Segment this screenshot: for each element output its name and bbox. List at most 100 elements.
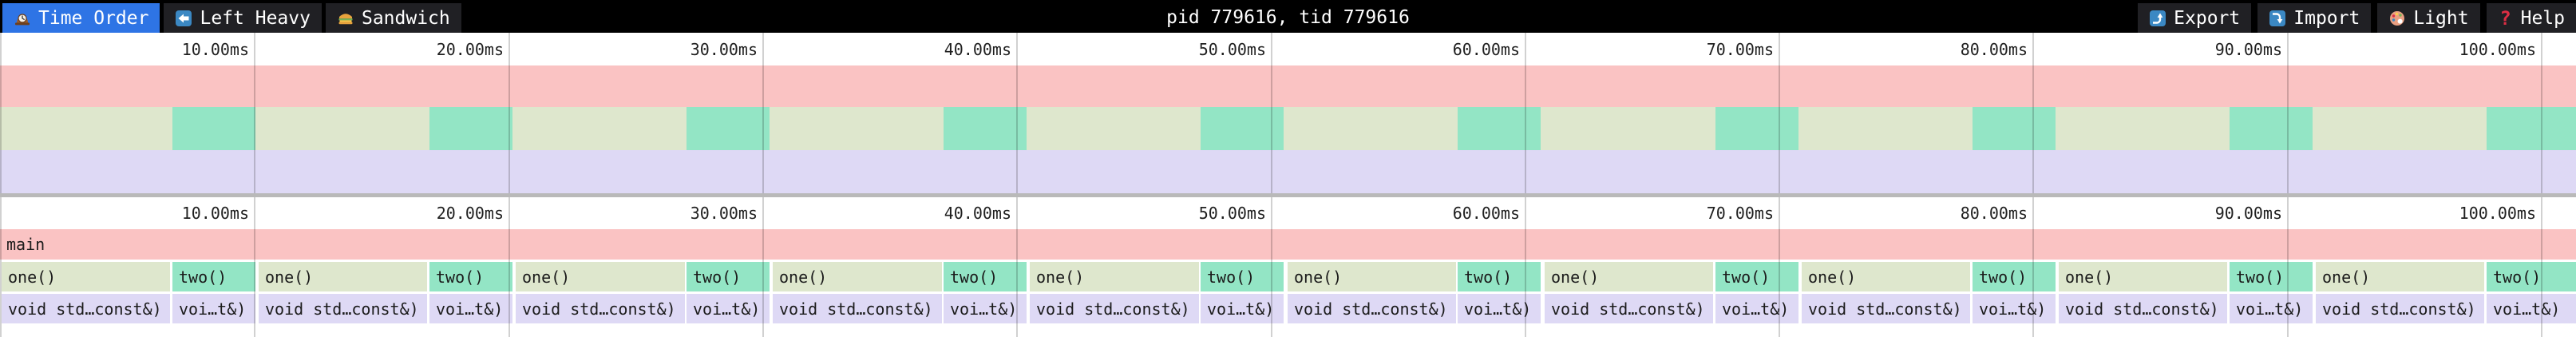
frame-two[interactable]: two() (1715, 262, 1798, 291)
frame-one[interactable]: one() (2059, 262, 2227, 291)
frame-child-two[interactable]: voi…t&) (2487, 294, 2576, 323)
frame-child-one[interactable]: void std…const&) (2059, 294, 2227, 323)
ruler-tick-label: 40.00ms (944, 39, 1011, 59)
ruler-tick-label: 100.00ms (2459, 39, 2536, 59)
ruler-tick-label: 50.00ms (1198, 39, 1266, 59)
frame-child-two[interactable]: voi…t&) (944, 294, 1027, 323)
theme-toggle-button[interactable]: Light (2377, 3, 2480, 33)
frame-child-two[interactable]: voi…t&) (1715, 294, 1798, 323)
ruler-tick-label: 90.00ms (2214, 39, 2282, 59)
frame-one[interactable]: one() (1802, 262, 1970, 291)
frame-two[interactable]: two() (1973, 262, 2056, 291)
minimap-two-block[interactable] (172, 107, 255, 150)
flamechart-row-level1: one() two() one() two() one() two() one() two()… (0, 262, 2576, 291)
frame-child-one[interactable]: void std…const&) (1288, 294, 1456, 323)
action-label: Help (2520, 7, 2565, 29)
minimap-two-block[interactable] (2487, 107, 2576, 150)
minimap-two-block[interactable] (687, 107, 770, 150)
ruler-tick-label: 100.00ms (2459, 204, 2536, 223)
frame-two[interactable]: two() (1458, 262, 1541, 291)
frame-child-one[interactable]: void std…const&) (773, 294, 942, 323)
minimap-two-block[interactable] (944, 107, 1027, 150)
frame-one[interactable]: one() (2, 262, 170, 291)
minimap-two-block[interactable] (1715, 107, 1798, 150)
tab-sandwich[interactable]: Sandwich (325, 3, 461, 33)
ruler-tick-label: 80.00ms (1960, 39, 2028, 59)
tab-left-heavy[interactable]: Left Heavy (164, 3, 322, 33)
ruler-tick-label: 70.00ms (1706, 204, 1774, 223)
sandwich-icon (338, 13, 353, 24)
frame-main[interactable]: main (0, 229, 2576, 260)
minimap-two-block[interactable] (2230, 107, 2313, 150)
frame-child-one[interactable]: void std…const&) (259, 294, 427, 323)
minimap-two-block[interactable] (1458, 107, 1541, 150)
ruler-tick-label: 20.00ms (436, 39, 504, 59)
frame-child-one[interactable]: void std…const&) (2, 294, 170, 323)
export-button[interactable]: Export (2138, 3, 2252, 33)
frame-two[interactable]: two() (687, 262, 770, 291)
flamechart: 10.00ms 20.00ms 30.00ms 40.00ms 50.00ms 60.00… (0, 197, 2576, 337)
ruler-tick-label: 70.00ms (1706, 39, 1774, 59)
frame-child-one[interactable]: void std…const&) (2316, 294, 2484, 323)
frame-child-two[interactable]: voi…t&) (172, 294, 255, 323)
frame-two[interactable]: two() (172, 262, 255, 291)
ruler-tick-label: 80.00ms (1960, 204, 2028, 223)
frame-two[interactable]: two() (2230, 262, 2313, 291)
frame-child-one[interactable]: void std…const&) (1802, 294, 1970, 323)
tab-time-order[interactable]: Time Order (2, 3, 160, 33)
palette-icon (2390, 10, 2405, 26)
frame-child-two[interactable]: voi…t&) (1973, 294, 2056, 323)
frame-two[interactable]: two() (2487, 262, 2576, 291)
frame-two[interactable]: two() (1201, 262, 1284, 291)
left-arrow-icon (176, 10, 192, 26)
frame-child-one[interactable]: void std…const&) (1545, 294, 1713, 323)
flamechart-ruler: 10.00ms 20.00ms 30.00ms 40.00ms 50.00ms 60.00… (0, 197, 2576, 229)
frame-one[interactable]: one() (2316, 262, 2484, 291)
frame-one[interactable]: one() (1288, 262, 1456, 291)
help-icon: ? (2499, 6, 2511, 30)
minimap[interactable]: 10.00ms 20.00ms 30.00ms 40.00ms 50.00ms 60.00… (0, 33, 2576, 193)
minimap-row-level2[interactable] (0, 150, 2576, 193)
minimap-two-block[interactable] (1201, 107, 1284, 150)
export-icon (2150, 10, 2166, 26)
import-button[interactable]: Import (2257, 3, 2372, 33)
frame-child-two[interactable]: voi…t&) (429, 294, 512, 323)
frame-child-one[interactable]: void std…const&) (516, 294, 685, 323)
ruler-tick-label: 40.00ms (944, 204, 1011, 223)
frame-one[interactable]: one() (516, 262, 685, 291)
frame-child-two[interactable]: voi…t&) (2230, 294, 2313, 323)
frame-two[interactable]: two() (429, 262, 512, 291)
frame-one[interactable]: one() (1030, 262, 1199, 291)
frame-child-two[interactable]: voi…t&) (1458, 294, 1541, 323)
ruler-tick-label: 30.00ms (690, 204, 758, 223)
frame-child-two[interactable]: voi…t&) (1201, 294, 1284, 323)
view-tabs: Time Order Left Heavy Sandwich (2, 3, 461, 33)
tab-label: Time Order (38, 7, 149, 29)
tab-label: Left Heavy (200, 7, 311, 29)
ruler-tick-label: 60.00ms (1452, 204, 1520, 223)
header-bar: pid 779616, tid 779616 Time Order Left H… (0, 0, 2576, 33)
help-button[interactable]: ? Help (2486, 3, 2576, 33)
frame-one[interactable]: one() (259, 262, 427, 291)
frame-one[interactable]: one() (773, 262, 942, 291)
tab-label: Sandwich (361, 7, 450, 29)
ruler-tick-label: 20.00ms (436, 204, 504, 223)
flamechart-row-level2: void std…const&) voi…t&) void std…const&) v… (0, 294, 2576, 323)
action-label: Export (2174, 7, 2241, 29)
frame-child-one[interactable]: void std…const&) (1030, 294, 1199, 323)
ruler-tick-label: 90.00ms (2214, 204, 2282, 223)
ruler-tick-label: 60.00ms (1452, 39, 1520, 59)
frame-child-two[interactable]: voi…t&) (687, 294, 770, 323)
minimap-row-level1[interactable] (0, 107, 2576, 150)
flamechart-row-root: main (0, 229, 2576, 260)
frame-two[interactable]: two() (944, 262, 1027, 291)
ruler-tick-label: 30.00ms (690, 39, 758, 59)
action-label: Light (2413, 7, 2469, 29)
header-actions: Export Import Light (2138, 3, 2576, 33)
minimap-two-block[interactable] (429, 107, 512, 150)
ruler-tick-label: 10.00ms (181, 204, 249, 223)
minimap-two-block[interactable] (1973, 107, 2056, 150)
minimap-row-main[interactable] (0, 65, 2576, 107)
frame-one[interactable]: one() (1545, 262, 1713, 291)
